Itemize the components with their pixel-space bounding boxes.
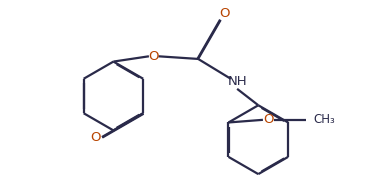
Text: O: O	[148, 50, 158, 63]
Text: O: O	[90, 131, 100, 144]
Text: O: O	[219, 7, 230, 20]
Text: NH: NH	[227, 75, 247, 88]
Text: CH₃: CH₃	[313, 113, 335, 126]
Text: O: O	[263, 113, 273, 126]
